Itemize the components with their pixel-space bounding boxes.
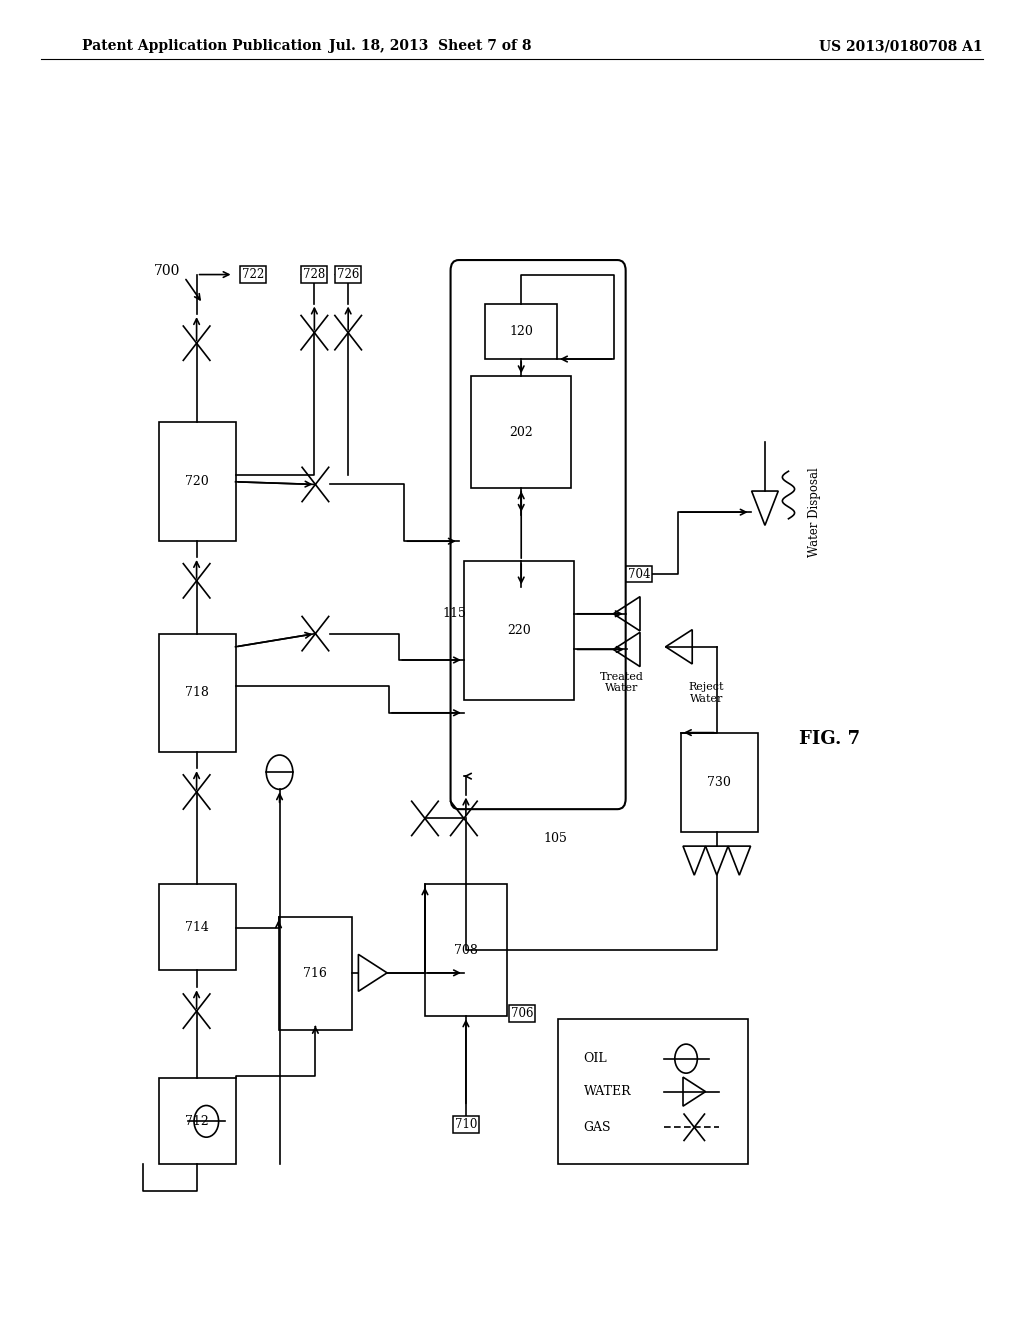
Text: 728: 728 [303, 268, 326, 281]
Text: 722: 722 [242, 268, 264, 281]
FancyBboxPatch shape [159, 634, 236, 752]
Text: 220: 220 [507, 624, 531, 636]
FancyBboxPatch shape [279, 917, 352, 1030]
FancyBboxPatch shape [159, 422, 236, 541]
Text: 704: 704 [628, 568, 650, 581]
Text: Water Disposal: Water Disposal [808, 467, 820, 557]
Text: OIL: OIL [584, 1052, 607, 1065]
FancyBboxPatch shape [471, 376, 571, 488]
Text: 120: 120 [509, 325, 534, 338]
Text: 202: 202 [509, 426, 534, 438]
Text: 700: 700 [154, 264, 180, 277]
Text: US 2013/0180708 A1: US 2013/0180708 A1 [819, 40, 983, 53]
Text: 710: 710 [455, 1118, 477, 1131]
FancyBboxPatch shape [464, 561, 574, 700]
Text: 730: 730 [708, 776, 731, 788]
FancyBboxPatch shape [558, 1019, 748, 1164]
Text: Jul. 18, 2013  Sheet 7 of 8: Jul. 18, 2013 Sheet 7 of 8 [329, 40, 531, 53]
Text: 720: 720 [185, 475, 209, 488]
Text: 115: 115 [442, 607, 467, 620]
Text: 706: 706 [511, 1007, 534, 1020]
FancyBboxPatch shape [159, 884, 236, 970]
Text: FIG. 7: FIG. 7 [799, 730, 860, 748]
Text: GAS: GAS [584, 1121, 611, 1134]
Text: 714: 714 [185, 921, 209, 933]
Text: Patent Application Publication: Patent Application Publication [82, 40, 322, 53]
Text: 712: 712 [185, 1115, 209, 1127]
FancyBboxPatch shape [681, 733, 758, 832]
FancyBboxPatch shape [159, 1078, 236, 1164]
FancyBboxPatch shape [425, 884, 507, 1016]
FancyBboxPatch shape [451, 260, 626, 809]
Text: 726: 726 [337, 268, 359, 281]
Text: Reject
Water: Reject Water [689, 682, 724, 704]
Text: WATER: WATER [584, 1085, 632, 1098]
Text: Treated
Water: Treated Water [600, 672, 643, 693]
Text: 716: 716 [303, 968, 328, 979]
FancyBboxPatch shape [485, 304, 557, 359]
Text: 105: 105 [543, 832, 567, 845]
Text: 708: 708 [454, 944, 478, 957]
Text: 718: 718 [185, 686, 209, 700]
